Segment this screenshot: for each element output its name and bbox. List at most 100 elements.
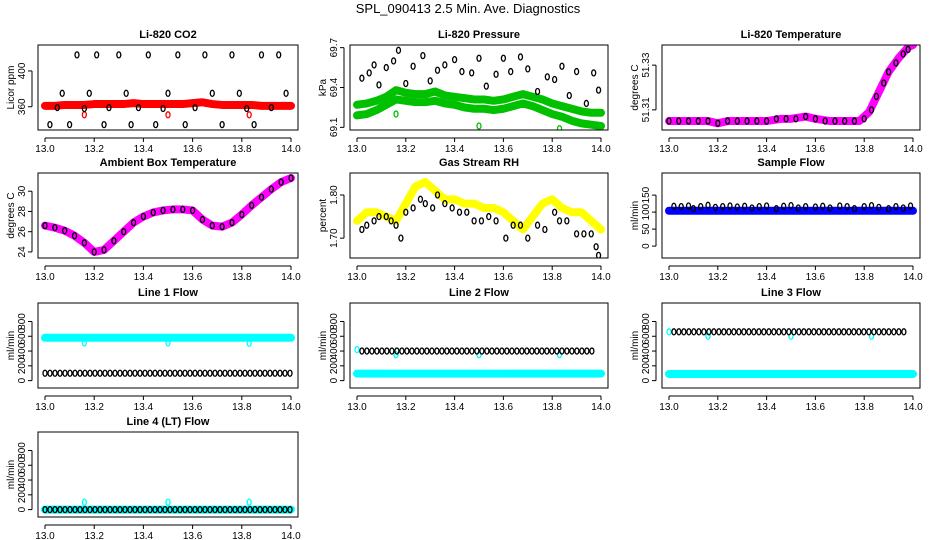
plot-frame: [661, 302, 921, 389]
line3-black-point: [861, 328, 867, 336]
line1-black-point: [242, 369, 248, 377]
line1-black-point: [202, 369, 208, 377]
pressure-black-point: [544, 73, 550, 81]
line3-black-point: [866, 328, 872, 336]
line1-black-point: [157, 369, 163, 377]
plot-area: [353, 46, 605, 130]
panel-7: Line 2 Flow ml/min 13.0 13.2 13.4 13.6 13.8 14.…: [318, 287, 611, 413]
pressure-black-point: [383, 63, 389, 72]
line1-black-point: [52, 369, 58, 377]
line1-black-point: [82, 369, 88, 377]
co2-black-point: [175, 51, 181, 59]
x-tick-label: 13.8: [542, 402, 562, 413]
temp-black-point: [868, 106, 875, 114]
line1-black-point: [142, 369, 148, 377]
sample-black-point: [741, 202, 748, 210]
y-tick-label: 400: [17, 471, 28, 488]
rh-black-point: [503, 234, 509, 242]
y-tick-label: 600: [641, 327, 652, 344]
plot-frame: [349, 44, 609, 131]
co2-black-point: [54, 103, 60, 112]
co2-black-point: [66, 120, 73, 129]
rh-black-point: [493, 217, 499, 225]
line1-black-point: [57, 369, 63, 377]
sample-black-point: [802, 203, 809, 211]
pressure-black-point: [366, 69, 372, 77]
y-axis-label: kPa: [318, 78, 329, 96]
line4-black-point: [212, 505, 218, 514]
y-axis-label: ml/min: [318, 331, 329, 360]
line4-cyan-outliers-point: [81, 498, 88, 506]
ambient-black-point: [170, 205, 176, 214]
line2-black-point: [409, 347, 415, 355]
sample-black-point: [837, 202, 843, 210]
temp-black-point: [773, 115, 780, 123]
plot-area: [665, 45, 917, 128]
x-tick-label: 13.8: [232, 402, 252, 413]
co2-black-point: [165, 89, 171, 97]
line3-black-point: [871, 328, 877, 336]
line2-black-point: [579, 347, 585, 355]
panel-9: Line 4 (LT) Flow ml/min 13.0 13.2 13.4 13.6 13…: [6, 416, 301, 540]
line2-black-point: [449, 347, 455, 355]
line3-black-point: [676, 328, 682, 336]
sample-black-point: [678, 203, 684, 211]
x-tick-label: 13.0: [347, 272, 367, 283]
y-axis-label: Licor ppm: [6, 66, 17, 110]
line4-black-point: [172, 505, 178, 514]
sample-black-point: [868, 201, 875, 210]
line4-black-point: [62, 505, 68, 514]
line1-black-point: [107, 369, 113, 377]
line1-cyan-outliers-point: [246, 339, 252, 347]
y-tick-label: 200: [17, 486, 28, 503]
line2-black-point: [574, 347, 580, 355]
pressure-black-point: [359, 74, 365, 82]
line2-black-point: [429, 347, 435, 355]
plot-area: [353, 178, 605, 258]
plot-area: [41, 333, 295, 377]
line4-black-point: [72, 505, 78, 514]
rh-black-point: [456, 208, 463, 216]
line2-black-point: [524, 347, 530, 355]
line4-black-point: [87, 505, 93, 514]
x-tick-label: 13.8: [542, 144, 562, 155]
line1-black-point: [197, 369, 203, 377]
x-tick-label: 13.0: [659, 272, 679, 283]
x-tick-label: 13.2: [84, 531, 104, 540]
x-tick-label: 13.4: [445, 272, 465, 283]
line3-black-point: [896, 328, 902, 336]
plot-area: [41, 174, 295, 256]
x-tick-label: 13.6: [183, 272, 203, 283]
line4-black-point: [127, 505, 133, 514]
sample-black-point: [756, 203, 762, 211]
line1-black-point: [67, 369, 73, 377]
panel-title: Sample Flow: [757, 157, 825, 169]
ambient-black-point: [209, 221, 215, 230]
pressure-black-point: [559, 62, 565, 70]
y-axis-label: percent: [318, 199, 329, 233]
plot-area: [665, 201, 917, 215]
line2-black-point: [394, 347, 400, 355]
line1-black-point: [132, 369, 138, 377]
y-tick-label: 30: [17, 185, 28, 197]
x-tick-label: 13.2: [396, 272, 416, 283]
line2-black-point: [399, 347, 405, 355]
ambient-black-point: [81, 239, 88, 247]
co2-band: [41, 98, 295, 110]
line3-black-point: [671, 328, 677, 336]
line1-black-point: [47, 369, 53, 377]
line4-black-point: [117, 505, 123, 514]
line4-black-point: [67, 505, 73, 514]
sample-black-point: [698, 203, 704, 211]
pressure-black-point: [427, 77, 433, 85]
pressure-black-point: [483, 82, 489, 90]
rh-black-point: [359, 225, 365, 234]
ambient-black-point: [248, 201, 255, 210]
line1-black-point: [137, 369, 143, 377]
y-tick-label: 100: [641, 203, 652, 220]
co2-black-point: [251, 120, 257, 129]
line2-black-point: [494, 347, 500, 355]
panel-title: Line 2 Flow: [449, 287, 509, 299]
panel-title: Ambient Box Temperature: [100, 157, 237, 169]
line4-black-point: [237, 505, 243, 514]
